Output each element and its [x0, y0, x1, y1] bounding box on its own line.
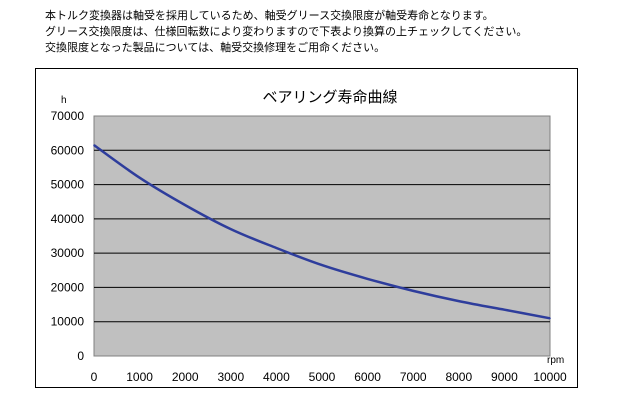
data-point [275, 247, 278, 249]
y-tick-labels: 0 10000 20000 30000 40000 50000 60000 70000 [51, 109, 85, 363]
x-tick-label: 1000 [126, 370, 153, 384]
intro-line-3: 交換限度となった製品については、軸受交換修理をご用命ください。 [45, 41, 386, 54]
x-tick-label: 2000 [172, 370, 199, 384]
plot-area [93, 115, 551, 357]
x-tick-label: 5000 [309, 370, 336, 384]
y-tick-label: 20000 [51, 280, 85, 294]
x-tick-label: 3000 [217, 370, 244, 384]
chart-title: ベアリング寿命曲線 [262, 88, 397, 106]
y-tick-label: 70000 [51, 109, 85, 123]
data-point [458, 300, 460, 302]
chart-frame: ベアリング寿命曲線 h 0 10000 20000 30000 40000 50000 60… [35, 68, 578, 388]
intro-line-1: 本トルク変換器は軸受を採用しているため、軸受グリース交換限度が軸受寿命となります… [45, 9, 494, 22]
x-tick-label: 4000 [263, 370, 290, 384]
y-axis-unit-label: h [61, 95, 67, 106]
bearing-life-chart: ベアリング寿命曲線 h 0100002000030000400005000060… [35, 68, 578, 388]
data-point [138, 176, 141, 179]
x-axis-unit-label: rpm [547, 355, 564, 366]
y-tick-label: 60000 [51, 143, 85, 157]
y-tick-label: 40000 [51, 212, 85, 226]
data-point [230, 228, 232, 230]
y-tick-label: 0 [77, 349, 84, 363]
x-tick-labels: 0 1000 2000 3000 4000 5000 6000 7000 8000 9000 100… [91, 370, 567, 384]
data-point [184, 204, 186, 206]
x-tick-label: 10000 [533, 370, 567, 384]
data-point [412, 290, 415, 292]
y-tick-label: 30000 [51, 246, 85, 260]
data-point [549, 317, 551, 320]
x-tick-label: 8000 [445, 370, 472, 384]
data-point [503, 308, 506, 311]
x-tick-label: 9000 [491, 370, 518, 384]
x-tick-label: 6000 [354, 370, 381, 384]
data-point [93, 144, 95, 146]
series-group [93, 144, 551, 320]
x-tick-label: 7000 [400, 370, 427, 384]
y-tick-label: 50000 [51, 178, 85, 192]
gridlines [94, 149, 550, 323]
data-point [366, 278, 369, 280]
y-tick-label: 10000 [51, 315, 85, 329]
x-tick-label: 0 [91, 370, 98, 384]
intro-line-2: グリース交換限度は、仕様回転数により変わりますので下表より換算の上チェックしてく… [45, 25, 528, 38]
data-point [321, 264, 323, 266]
intro-text: 本トルク変換器は軸受を採用しているため、軸受グリース交換限度が軸受寿命となります… [45, 8, 640, 56]
